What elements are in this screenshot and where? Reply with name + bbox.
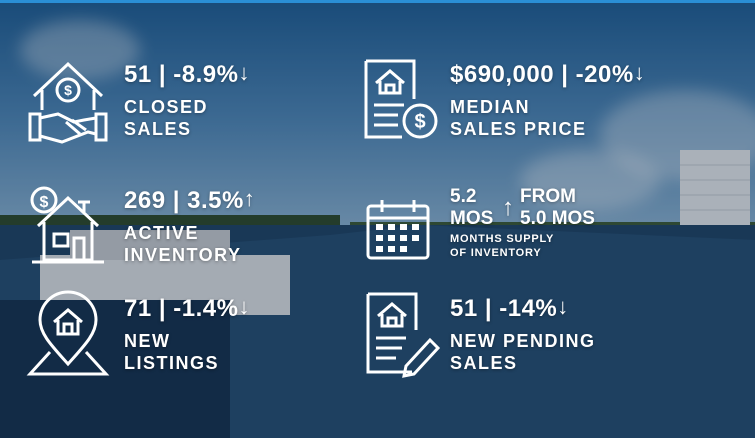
new-listings-label-line1: NEW — [124, 331, 171, 351]
median-price-value: $690,000 | -20% — [450, 61, 634, 88]
active-inventory-label-line1: ACTIVE — [124, 223, 200, 243]
new-pending-value: 51 | -14% — [450, 295, 558, 322]
svg-text:$: $ — [414, 111, 425, 133]
new-pending-label-line2: SALES — [450, 353, 518, 373]
cloud — [20, 20, 140, 80]
months-supply-value-line2: MOS — [450, 208, 494, 229]
closed-sales-label-line2: SALES — [124, 119, 192, 139]
new-listings-label-line2: LISTINGS — [124, 353, 220, 373]
new-pending-label-line1: NEW PENDING — [450, 331, 596, 351]
house-handshake-icon: $ — [28, 61, 108, 144]
down-arrow-icon: ↓ — [238, 294, 250, 319]
house-dollar-icon: $ — [30, 186, 104, 264]
calendar-icon — [366, 200, 430, 260]
months-supply-from-line2: 5.0 MOS — [520, 208, 595, 229]
up-arrow-icon: ↑ — [502, 194, 514, 221]
svg-text:$: $ — [64, 82, 72, 98]
svg-text:$: $ — [40, 194, 49, 211]
months-supply-label-line2: OF INVENTORY — [450, 247, 542, 259]
median-price-label-line1: MEDIAN — [450, 97, 530, 117]
down-arrow-icon: ↓ — [633, 60, 646, 85]
up-arrow-icon: ↑ — [243, 186, 256, 211]
active-inventory-value: 269 | 3.5% — [124, 187, 244, 214]
closed-sales-label-line1: CLOSED — [124, 97, 209, 117]
house-document-pen-icon — [366, 292, 441, 378]
down-arrow-icon: ↓ — [557, 294, 569, 319]
closed-sales-value: 51 | -8.9% — [124, 61, 239, 88]
months-supply-label-line1: MONTHS SUPPLY — [450, 233, 555, 245]
cloud — [520, 150, 660, 210]
top-accent-line — [0, 0, 755, 3]
down-arrow-icon: ↓ — [238, 60, 250, 85]
house-document-dollar-icon: $ — [364, 59, 438, 139]
median-price-label-line2: SALES PRICE — [450, 119, 587, 139]
active-inventory-label-line2: INVENTORY — [124, 245, 242, 265]
location-pin-house-icon — [26, 290, 110, 376]
months-supply-value-line1: 5.2 — [450, 186, 477, 207]
new-listings-value: 71 | -1.4% — [124, 295, 239, 322]
months-supply-from-line1: FROM — [520, 186, 576, 207]
